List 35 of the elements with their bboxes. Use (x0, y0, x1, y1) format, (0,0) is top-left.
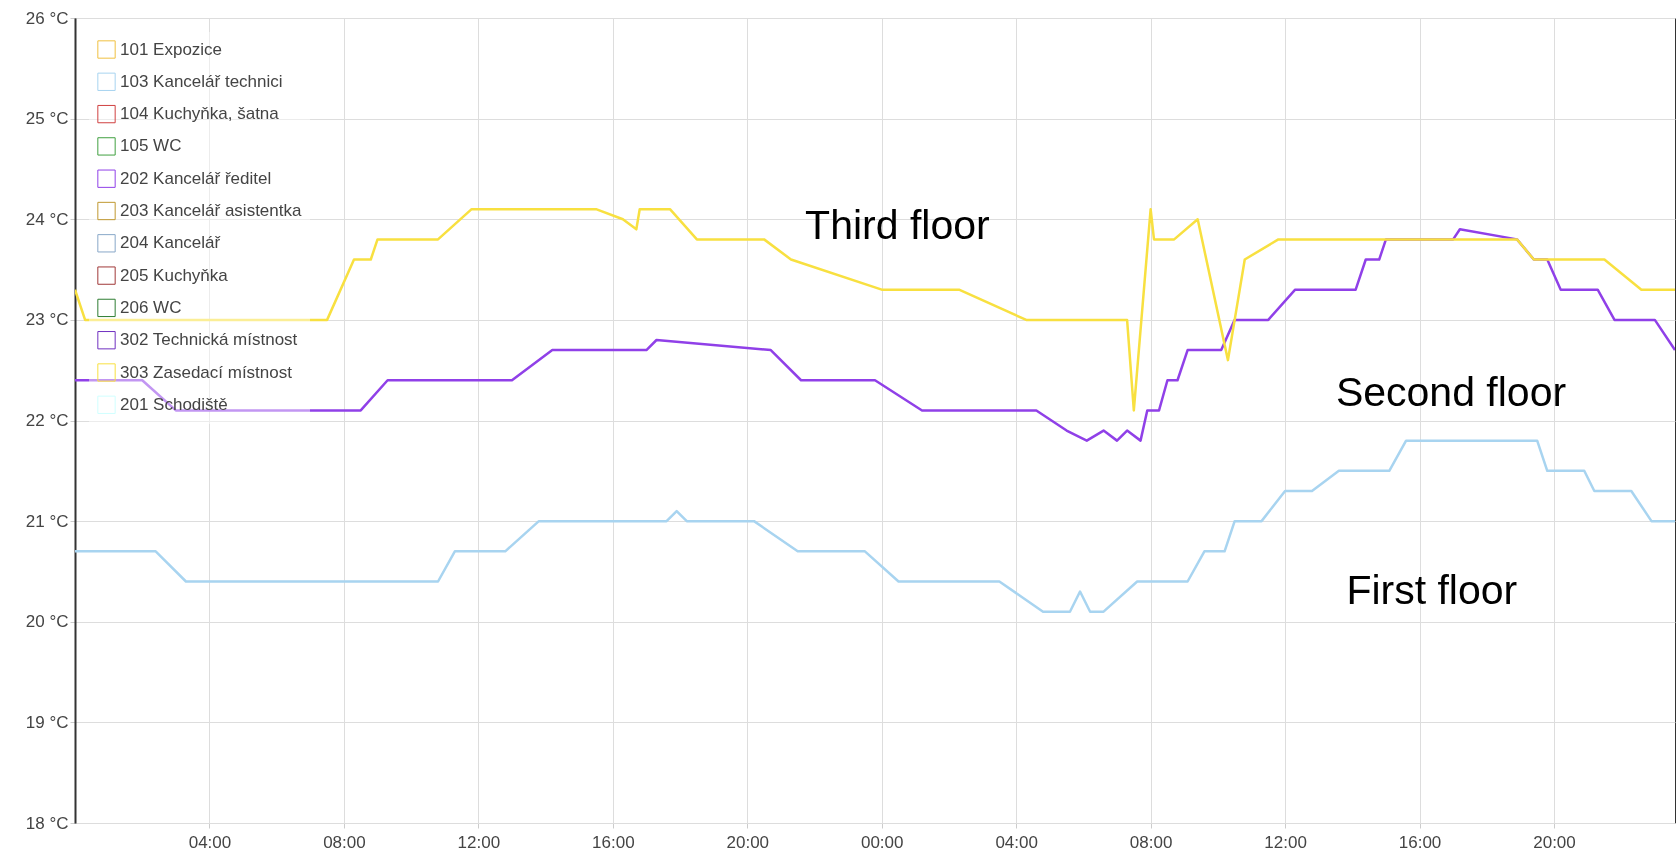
x-tick-label: 16:00 (1398, 832, 1442, 852)
y-tick-label: 25 °C (25, 109, 69, 129)
legend-label: 105 WC (120, 136, 182, 156)
legend-label: 302 Technická místnost (120, 330, 298, 350)
y-tick-label: 18 °C (25, 813, 69, 833)
x-tick-label: 08:00 (323, 832, 366, 852)
legend-label: 203 Kancelář asistentka (120, 201, 302, 220)
y-tick-label: 23 °C (25, 310, 69, 330)
y-tick-label: 22 °C (25, 411, 69, 430)
x-tick-label: 00:00 (860, 832, 904, 852)
y-tick-label: 26 °C (25, 8, 69, 28)
x-tick-label: 16:00 (592, 832, 635, 852)
legend-label: 206 WC (120, 297, 182, 317)
annotation: First floor (1346, 566, 1518, 613)
legend-label: 303 Zasedací místnost (120, 362, 293, 382)
y-tick-label: 24 °C (25, 209, 69, 229)
legend-label: 204 Kancelář (120, 233, 221, 253)
x-tick-label: 20:00 (1533, 832, 1576, 852)
legend-label: 104 Kuchyňka, šatna (120, 104, 280, 124)
legend-label: 205 Kuchyňka (120, 265, 229, 285)
x-tick-label: 12:00 (1264, 832, 1307, 852)
x-tick-label: 04:00 (995, 832, 1038, 852)
x-tick-label: 12:00 (457, 832, 501, 852)
x-tick-label: 04:00 (188, 832, 232, 852)
legend-label: 201 Schodiště (120, 394, 228, 414)
legend-label: 202 Kancelář ředitel (120, 168, 272, 188)
legend-label: 103 Kancelář technici (120, 71, 283, 91)
legend-label: 101 Expozice (120, 39, 223, 59)
y-tick-label: 20 °C (25, 612, 69, 632)
annotation: Third floor (805, 202, 990, 249)
x-tick-label: 08:00 (1129, 832, 1173, 852)
y-tick-label: 21 °C (25, 511, 69, 531)
y-tick-label: 19 °C (25, 712, 69, 732)
annotation: Second floor (1335, 368, 1567, 415)
x-tick-label: 20:00 (726, 832, 770, 852)
